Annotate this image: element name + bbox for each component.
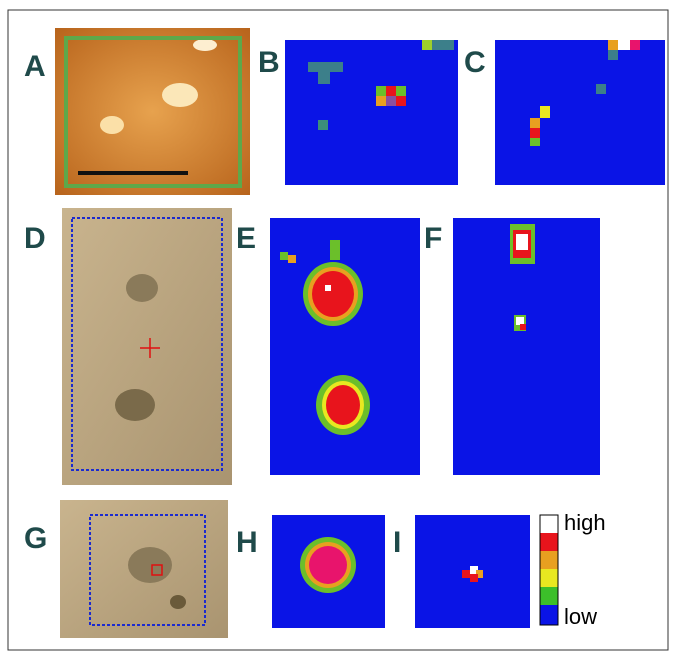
image-g	[60, 500, 228, 638]
panel-label: D	[24, 222, 46, 255]
heatmap-h	[272, 515, 385, 628]
colorbar	[540, 515, 558, 625]
heatmap-f	[453, 218, 600, 475]
image-a	[55, 28, 250, 195]
panel-label: C	[464, 46, 486, 79]
panel-label: H	[236, 526, 258, 559]
panel-label: I	[393, 526, 401, 559]
panel-label: G	[24, 522, 47, 555]
panel-label: A	[24, 50, 46, 83]
heatmap-b	[285, 40, 458, 185]
heatmap-i	[415, 515, 530, 628]
panel-label: F	[424, 222, 442, 255]
panel-label: E	[236, 222, 256, 255]
panel-label: B	[258, 46, 280, 79]
heatmap-e	[270, 218, 420, 475]
image-d	[62, 208, 232, 485]
colorbar-low-label: low	[564, 604, 597, 629]
heatmap-c	[495, 40, 665, 185]
colorbar-high-label: high	[564, 510, 606, 535]
figure: A B C D E	[0, 0, 676, 660]
